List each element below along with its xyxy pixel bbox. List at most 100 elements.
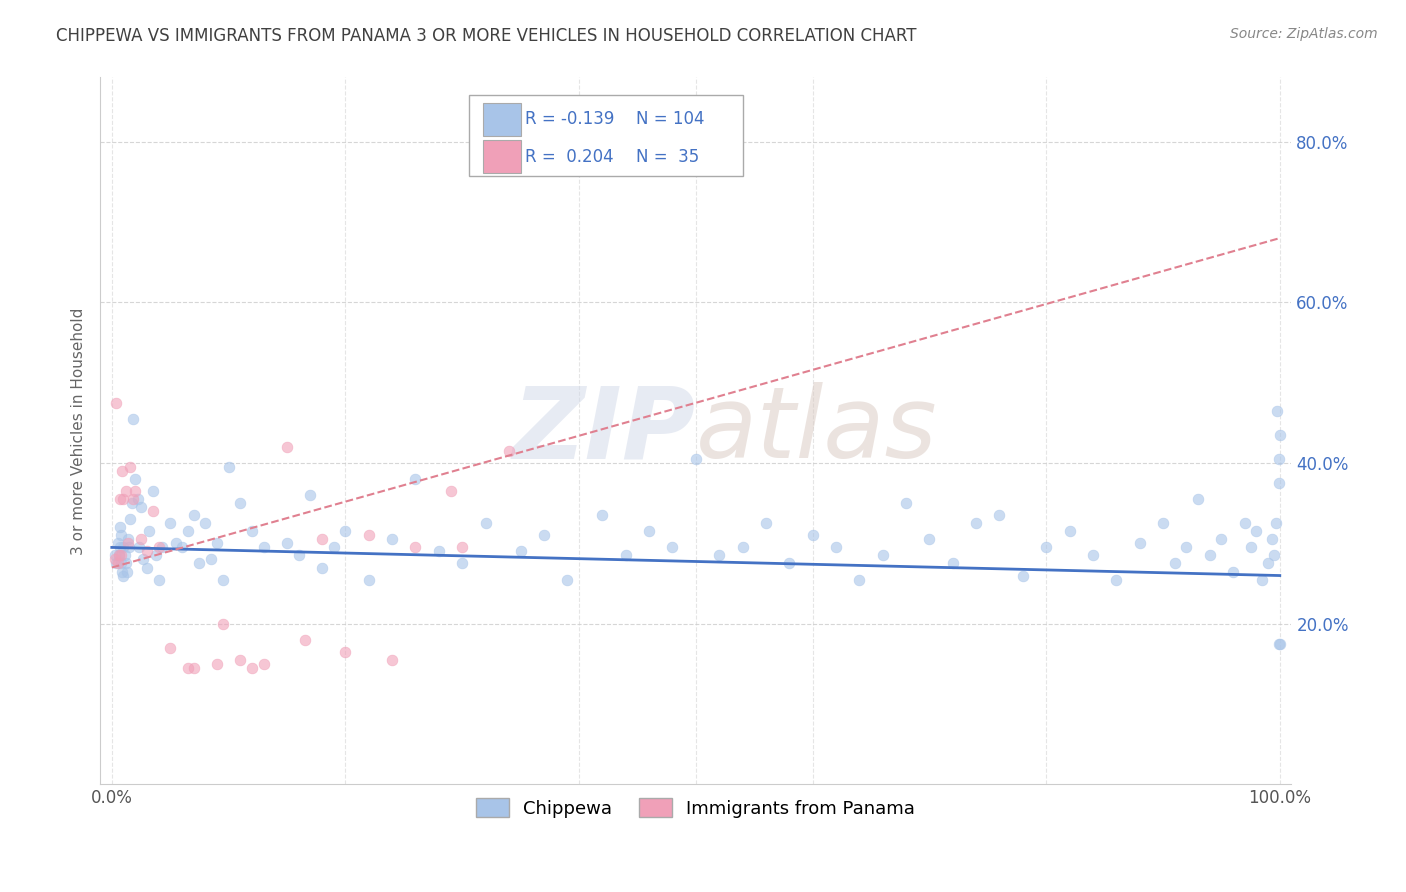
Point: [299, 488, 322, 502]
Point: [918, 533, 941, 547]
Point: [127, 492, 149, 507]
Point: [405, 472, 427, 486]
Point: [311, 533, 333, 547]
Point: [848, 573, 870, 587]
Point: [276, 536, 298, 550]
Point: [381, 653, 404, 667]
Point: [253, 657, 276, 671]
Point: [218, 460, 240, 475]
Point: [1263, 549, 1285, 563]
Point: [121, 492, 143, 507]
Point: [276, 440, 298, 454]
Point: [105, 557, 128, 571]
Point: [661, 541, 683, 555]
Point: [188, 557, 211, 571]
Point: [129, 533, 152, 547]
Point: [142, 504, 165, 518]
Point: [112, 492, 135, 507]
Point: [159, 516, 181, 531]
Point: [801, 528, 824, 542]
Point: [1268, 637, 1291, 651]
Point: [105, 396, 128, 410]
Point: [124, 472, 146, 486]
Point: [638, 524, 661, 539]
Text: Source: ZipAtlas.com: Source: ZipAtlas.com: [1230, 27, 1378, 41]
Point: [1246, 524, 1268, 539]
Point: [988, 508, 1011, 523]
Point: [942, 557, 965, 571]
Point: [240, 661, 263, 675]
Point: [451, 557, 474, 571]
Point: [1265, 516, 1288, 531]
Point: [229, 653, 252, 667]
Point: [108, 549, 131, 563]
Y-axis label: 3 or more Vehicles in Household: 3 or more Vehicles in Household: [72, 307, 86, 555]
Point: [229, 496, 252, 510]
Point: [1268, 428, 1291, 442]
Point: [114, 557, 136, 571]
Point: [135, 560, 157, 574]
Point: [1175, 541, 1198, 555]
Point: [211, 573, 233, 587]
Point: [135, 544, 157, 558]
Point: [108, 541, 131, 555]
Point: [117, 536, 139, 550]
Point: [965, 516, 987, 531]
Point: [108, 492, 131, 507]
Point: [150, 541, 173, 555]
Point: [1187, 492, 1209, 507]
Text: ZIP: ZIP: [513, 383, 696, 479]
Point: [1081, 549, 1104, 563]
Point: [1268, 476, 1291, 491]
FancyBboxPatch shape: [470, 95, 744, 177]
Point: [115, 565, 138, 579]
Text: atlas: atlas: [696, 383, 938, 479]
Point: [177, 524, 200, 539]
Point: [591, 508, 613, 523]
Point: [211, 616, 233, 631]
Point: [357, 528, 380, 542]
Point: [121, 496, 143, 510]
Point: [451, 541, 474, 555]
Point: [1105, 573, 1128, 587]
Point: [1152, 516, 1174, 531]
Point: [104, 552, 127, 566]
Point: [614, 549, 637, 563]
Point: [509, 544, 531, 558]
Point: [170, 541, 193, 555]
Point: [132, 552, 155, 566]
Point: [205, 536, 228, 550]
Point: [322, 541, 344, 555]
Point: [427, 544, 450, 558]
Point: [1257, 557, 1279, 571]
Point: [183, 661, 205, 675]
Point: [498, 444, 520, 458]
Point: [120, 460, 142, 475]
Point: [1211, 533, 1233, 547]
Point: [107, 536, 129, 550]
Point: [1267, 404, 1289, 418]
Legend: Chippewa, Immigrants from Panama: Chippewa, Immigrants from Panama: [470, 791, 922, 825]
Point: [148, 573, 170, 587]
Point: [145, 549, 167, 563]
Point: [177, 661, 200, 675]
Point: [1260, 533, 1282, 547]
Point: [104, 549, 127, 563]
Point: [194, 516, 217, 531]
Point: [755, 516, 778, 531]
Point: [128, 541, 150, 555]
Point: [474, 516, 496, 531]
Point: [159, 640, 181, 655]
Point: [685, 452, 707, 467]
Point: [1129, 536, 1152, 550]
Point: [120, 512, 142, 526]
Point: [112, 568, 135, 582]
Point: [129, 500, 152, 515]
Point: [1239, 541, 1261, 555]
Text: N = 104: N = 104: [637, 111, 704, 128]
FancyBboxPatch shape: [482, 140, 520, 173]
Point: [117, 533, 139, 547]
Point: [121, 412, 143, 426]
Point: [107, 557, 129, 571]
Point: [114, 549, 136, 563]
